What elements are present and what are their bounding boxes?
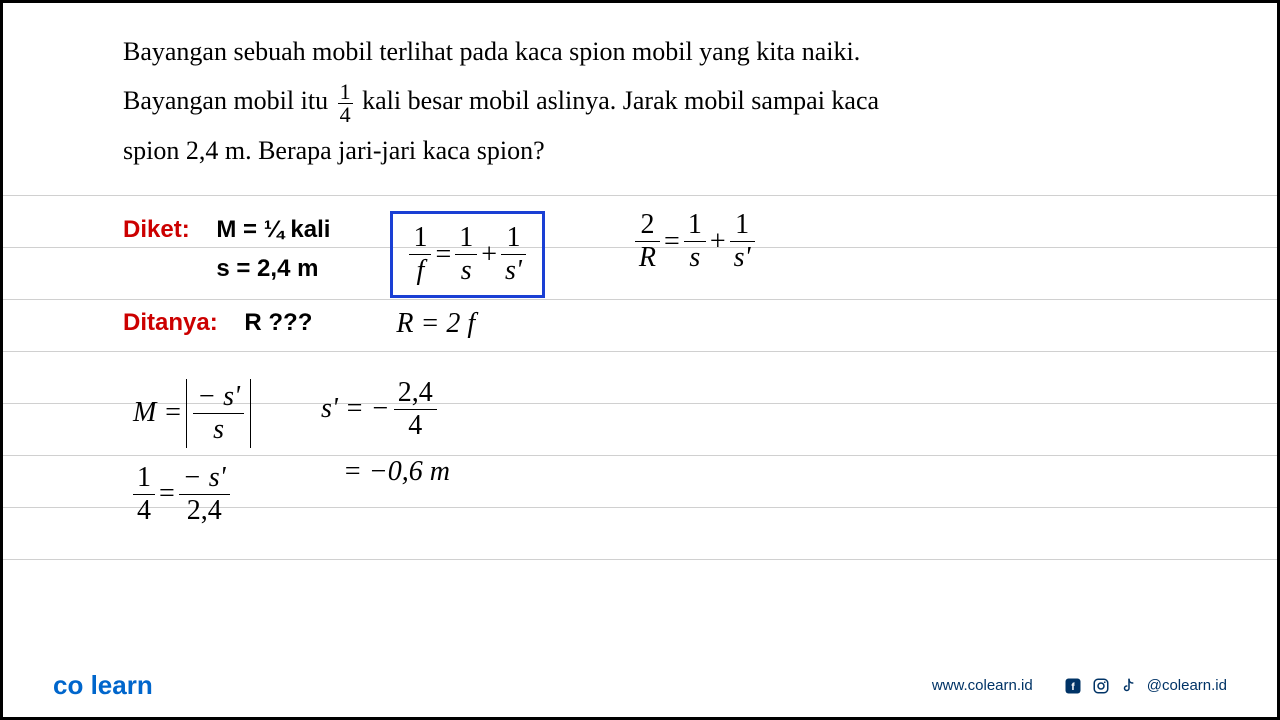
frac-1-s: 1 s [455,224,477,285]
problem-line2a: Bayangan mobil itu [123,86,335,115]
rule-line [3,559,1277,560]
ruled-work-area: Diket: M = ¼ kali Diket: s = 2,4 m 1 f = [123,195,1157,524]
problem-line3: spion 2,4 m. Berapa jari-jari kaca spion… [123,136,545,165]
problem-line1: Bayangan sebuah mobil terlihat pada kaca… [123,37,860,66]
brand-logo: co learn [53,670,153,701]
ditanya-value: R ??? [244,309,312,336]
diket-m: M = ¼ kali [216,216,330,243]
tiktok-icon [1119,676,1139,696]
ditanya-label: Ditanya: [123,309,218,336]
frac-1-sprime: 1 s' [501,224,526,285]
frac-1-sprime-r: 1 s' [730,211,755,272]
ditanya-row: Ditanya: R ??? R = 2 f [123,304,1157,342]
logo-dot-icon [83,670,90,700]
diket-label: Diket: [123,216,190,243]
fraction-one-quarter: 1 4 [338,81,353,126]
sprime-result: = −0,6 m [343,456,450,488]
facebook-icon: f [1063,676,1083,696]
frac-1-s-r: 1 s [684,211,706,272]
instagram-icon [1091,676,1111,696]
radius-formula: 2 R = 1 s + 1 s' [635,211,755,272]
absolute-value: − s' s [186,379,251,448]
given-block: Diket: M = ¼ kali Diket: s = 2,4 m [123,211,330,288]
svg-text:f: f [1071,680,1075,692]
problem-statement: Bayangan sebuah mobil terlihat pada kaca… [123,27,1157,175]
r-equals-2f: R = 2 f [396,308,475,340]
quarter-eq: 1 4 = − s' 2,4 [133,464,251,525]
footer: co learn www.colearn.id f @colearn.id [3,670,1277,701]
frac-1-f: 1 f [409,224,431,285]
calculation-work: M = − s' s 1 4 = [123,379,1157,525]
footer-handle: @colearn.id [1147,677,1227,694]
mirror-formula-boxed: 1 f = 1 s + 1 s' [390,211,544,298]
footer-url: www.colearn.id [932,677,1033,694]
frac-2-r: 2 R [635,211,660,272]
diket-row: Diket: M = ¼ kali Diket: s = 2,4 m 1 f = [123,211,1157,298]
social-icons: f @colearn.id [1063,676,1227,696]
diket-s: s = 2,4 m [216,255,318,282]
magnification-eq: M = − s' s [133,379,251,448]
sprime-calc: s' = − 2,4 4 [321,379,450,440]
problem-line2b: kali besar mobil aslinya. Jarak mobil sa… [362,86,879,115]
